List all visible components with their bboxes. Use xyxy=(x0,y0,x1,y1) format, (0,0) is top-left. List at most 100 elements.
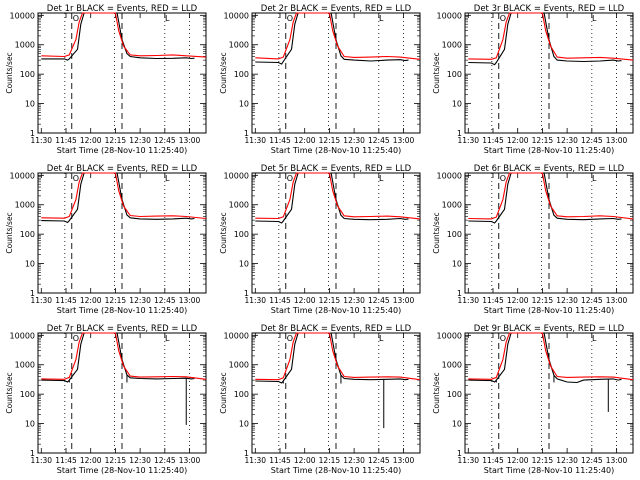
panel-title: Det 5r BLACK = Events, RED = LLD xyxy=(261,164,412,174)
x-tick-label: 13:00 xyxy=(606,456,628,465)
x-tick-label: 12:45 xyxy=(368,136,390,145)
x-tick-label: 12:00 xyxy=(80,296,102,305)
x-tick-label: 11:30 xyxy=(30,136,52,145)
x-axis-label: Start Time (28-Nov-10 11:25:40) xyxy=(57,466,187,475)
x-tick-label: 12:45 xyxy=(581,456,603,465)
series-events-line xyxy=(255,172,409,224)
panel-title: Det 4r BLACK = Events, RED = LLD xyxy=(47,164,198,174)
panel-title: Det 2r BLACK = Events, RED = LLD xyxy=(261,4,412,14)
y-tick-label: 100 xyxy=(20,70,35,79)
panel-title: Det 6r BLACK = Events, RED = LLD xyxy=(474,164,625,174)
detector-panel-1: 1 10 100 1000 10000 11:30 11:45 12:00 12:15 12:30… xyxy=(5,4,207,155)
x-tick-label: 11:30 xyxy=(244,456,266,465)
panel-title: Det 3r BLACK = Events, RED = LLD xyxy=(474,4,625,14)
x-axis-label: Start Time (28-Nov-10 11:25:40) xyxy=(271,306,401,315)
y-tick-label: 100 xyxy=(234,230,249,239)
x-tick-label: 13:00 xyxy=(179,136,201,145)
y-tick-label: 10 xyxy=(452,260,462,269)
panel-title: Det 1r BLACK = Events, RED = LLD xyxy=(47,4,198,14)
series-lld-line xyxy=(255,172,421,220)
y-tick-label: 100 xyxy=(234,70,249,79)
y-tick-label: 10000 xyxy=(437,331,462,340)
y-tick-label: 10 xyxy=(239,260,249,269)
marker-l-label: L xyxy=(592,14,597,23)
x-tick-label: 12:15 xyxy=(319,296,341,305)
x-tick-label: 12:45 xyxy=(154,296,176,305)
x-tick-label: 12:45 xyxy=(581,296,603,305)
x-axis-label: Start Time (28-Nov-10 11:25:40) xyxy=(484,146,614,155)
y-tick-label: 10000 xyxy=(437,171,462,180)
x-tick-label: 12:45 xyxy=(581,136,603,145)
x-tick-label: 12:00 xyxy=(507,296,529,305)
y-tick-label: 100 xyxy=(447,390,462,399)
x-tick-label: 12:15 xyxy=(532,456,554,465)
x-tick-label: 12:00 xyxy=(294,456,316,465)
x-tick-label: 12:15 xyxy=(105,136,127,145)
marker-l-label: L xyxy=(592,334,597,343)
y-tick-label: 1 xyxy=(244,129,249,138)
x-tick-label: 11:45 xyxy=(482,456,504,465)
series-lld-line xyxy=(255,332,421,381)
y-tick-label: 1 xyxy=(30,449,35,458)
x-tick-label: 11:45 xyxy=(55,136,77,145)
series-events-line xyxy=(468,332,622,384)
panel-title: Det 8r BLACK = Events, RED = LLD xyxy=(261,324,412,334)
marker-o-label: O xyxy=(500,14,506,23)
y-axis-label: Counts/sec xyxy=(432,212,441,253)
x-tick-label: 13:00 xyxy=(393,296,415,305)
y-tick-label: 100 xyxy=(20,230,35,239)
x-tick-label: 12:30 xyxy=(556,296,578,305)
x-axis-label: Start Time (28-Nov-10 11:25:40) xyxy=(57,306,187,315)
series-events-line xyxy=(41,332,195,383)
x-tick-label: 12:45 xyxy=(368,456,390,465)
series-events-line xyxy=(41,12,195,61)
detector-panel-6: 1 10 100 1000 10000 11:30 11:45 12:00 12:15 12:30… xyxy=(432,164,634,315)
y-tick-label: 1000 xyxy=(442,201,462,210)
x-tick-label: 12:15 xyxy=(105,296,127,305)
y-tick-label: 1000 xyxy=(15,41,35,50)
detector-panel-8: 1 10 100 1000 10000 11:30 11:45 12:00 12:15 12:30… xyxy=(219,324,421,475)
y-axis-label: Counts/sec xyxy=(219,372,228,413)
x-tick-label: 12:30 xyxy=(343,136,365,145)
y-tick-label: 10000 xyxy=(10,171,35,180)
x-tick-label: 11:30 xyxy=(244,136,266,145)
y-tick-label: 1 xyxy=(244,449,249,458)
x-tick-label: 12:30 xyxy=(556,136,578,145)
y-tick-label: 1 xyxy=(457,289,462,298)
y-tick-label: 1 xyxy=(30,129,35,138)
x-tick-label: 13:00 xyxy=(606,296,628,305)
detector-panel-2: 1 10 100 1000 10000 11:30 11:45 12:00 12:15 12:30… xyxy=(219,4,421,155)
y-axis-label: Counts/sec xyxy=(5,372,14,413)
marker-o-label: O xyxy=(73,14,79,23)
y-tick-label: 10 xyxy=(239,420,249,429)
marker-o-label: O xyxy=(287,174,293,183)
detector-panel-3: 1 10 100 1000 10000 11:30 11:45 12:00 12:15 12:30… xyxy=(432,4,634,155)
panel-title: Det 7r BLACK = Events, RED = LLD xyxy=(47,324,198,334)
x-tick-label: 11:30 xyxy=(244,296,266,305)
y-tick-label: 1 xyxy=(30,289,35,298)
x-axis-label: Start Time (28-Nov-10 11:25:40) xyxy=(484,466,614,475)
series-lld-line xyxy=(41,172,207,220)
detector-panel-9: 1 10 100 1000 10000 11:30 11:45 12:00 12:15 12:30… xyxy=(432,324,634,475)
marker-l-label: L xyxy=(165,334,170,343)
x-tick-label: 12:15 xyxy=(319,456,341,465)
x-tick-label: 12:45 xyxy=(368,296,390,305)
x-tick-label: 12:00 xyxy=(507,456,529,465)
y-axis-label: Counts/sec xyxy=(5,52,14,93)
y-tick-label: 1 xyxy=(457,449,462,458)
y-tick-label: 10 xyxy=(25,100,35,109)
series-events-line xyxy=(255,332,409,384)
y-tick-label: 100 xyxy=(447,70,462,79)
marker-l-label: L xyxy=(379,334,384,343)
x-tick-label: 12:00 xyxy=(294,136,316,145)
y-tick-label: 10000 xyxy=(437,11,462,20)
x-tick-label: 12:30 xyxy=(556,456,578,465)
y-axis-label: Counts/sec xyxy=(5,212,14,253)
x-tick-label: 12:00 xyxy=(80,136,102,145)
x-tick-label: 11:30 xyxy=(457,296,479,305)
marker-o-label: O xyxy=(73,174,79,183)
x-tick-label: 13:00 xyxy=(179,456,201,465)
y-tick-label: 100 xyxy=(234,390,249,399)
series-lld-line xyxy=(468,12,634,61)
marker-l-label: L xyxy=(379,174,384,183)
